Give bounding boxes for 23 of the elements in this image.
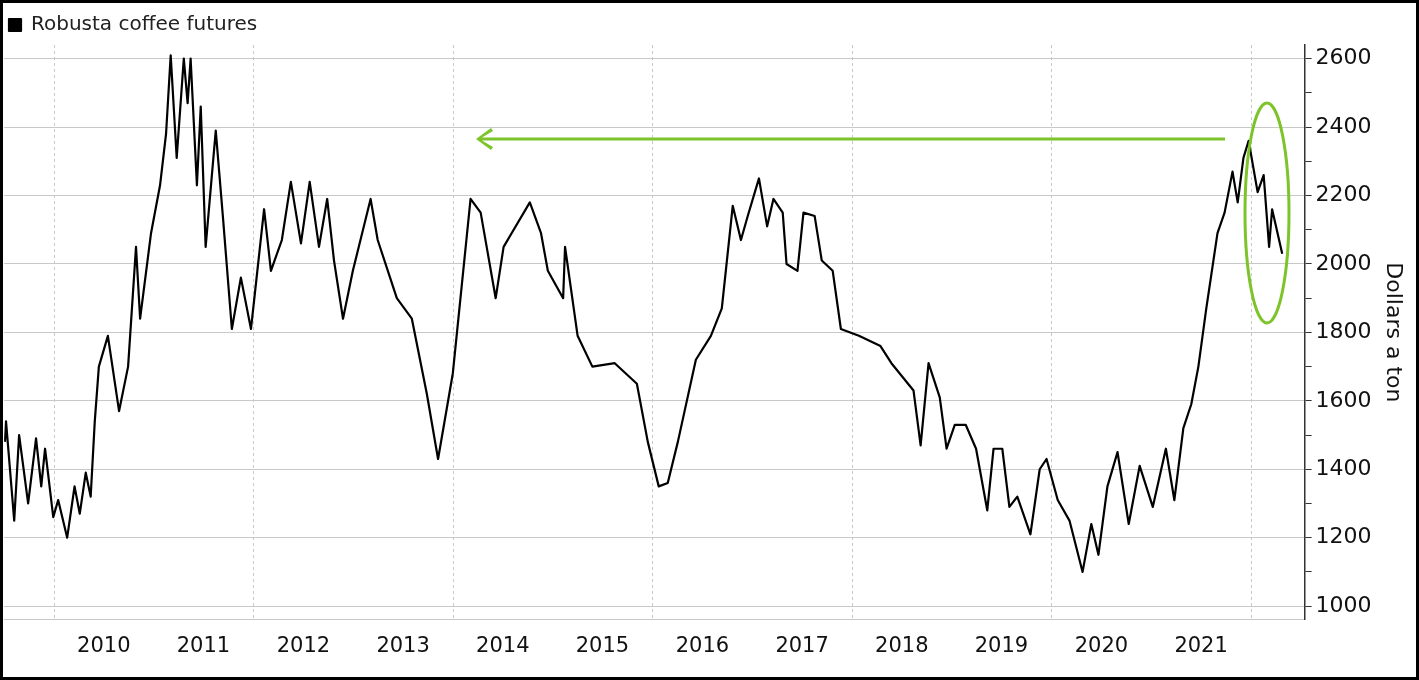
x-tick-label: 2010 (77, 632, 131, 657)
y-tick-label: 2200 (1315, 181, 1372, 207)
x-tick-label: 2012 (276, 632, 331, 657)
y-tick-label: 1600 (1315, 386, 1372, 412)
y-tick-label: 1800 (1315, 318, 1372, 344)
x-tick-label: 2015 (575, 632, 630, 657)
x-tick-label: 2018 (875, 632, 929, 657)
legend-label: Robusta coffee futures (31, 11, 258, 36)
x-tick-label: 2020 (1074, 632, 1129, 657)
y-tick-label: 1200 (1315, 523, 1372, 549)
x-tick-label: 2016 (675, 632, 730, 657)
x-tick-label: 2013 (376, 632, 430, 657)
x-tick-label: 2011 (176, 632, 231, 657)
y-tick-label: 1400 (1315, 454, 1372, 480)
y-tick-label: 2400 (1315, 112, 1372, 138)
y-tick-label: 2600 (1315, 44, 1372, 70)
x-tick-label: 2019 (974, 632, 1029, 657)
y-tick-label: 2000 (1315, 249, 1372, 275)
x-tick-label: 2017 (775, 632, 829, 657)
x-tick-label: 2021 (1174, 632, 1228, 657)
y-tick-label: 1000 (1315, 591, 1372, 617)
y-axis-title: Dollars a ton (1382, 262, 1408, 403)
x-tick-label: 2014 (476, 632, 530, 657)
